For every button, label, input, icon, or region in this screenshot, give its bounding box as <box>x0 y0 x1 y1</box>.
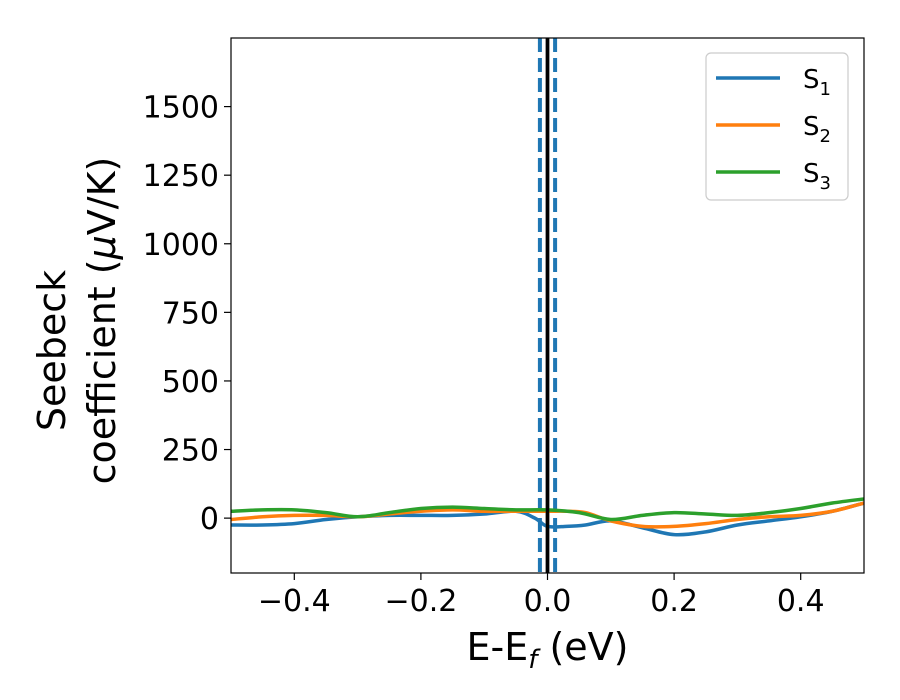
x-tick-label: 0.2 <box>650 584 698 619</box>
legend-label-s2: S2 <box>803 112 831 147</box>
y-tick-label: 500 <box>162 365 219 400</box>
y-axis-ticks: 0 250 500 750 1000 1250 1500 <box>143 91 231 537</box>
legend-label-s1: S1 <box>803 65 831 100</box>
y-axis-label-line2-main: coefficient ( <box>80 259 124 484</box>
legend-label-s3: S3 <box>803 159 831 194</box>
y-tick-label: 1000 <box>143 228 219 263</box>
x-tick-label: −0.4 <box>258 584 331 619</box>
x-tick-label: 0.4 <box>777 584 825 619</box>
y-tick-label: 1250 <box>143 159 219 194</box>
x-tick-label: 0.0 <box>524 584 572 619</box>
y-axis-label-unit: V/K) <box>80 157 124 236</box>
series-layer <box>231 38 864 573</box>
x-axis-label-main: E-E <box>467 625 529 669</box>
y-tick-label: 250 <box>162 434 219 469</box>
y-axis-label-mu: μ <box>80 235 124 260</box>
x-axis-label-unit: (eV) <box>537 625 628 669</box>
y-axis-label-line2: coefficient (μV/K) <box>80 157 124 485</box>
x-tick-label: −0.2 <box>384 584 457 619</box>
y-tick-label: 750 <box>162 296 219 331</box>
x-axis-label: E-Ef (eV) <box>467 625 629 675</box>
x-axis-ticks: −0.4 −0.2 0.0 0.2 0.4 <box>258 573 825 619</box>
legend: S1 S2 S3 <box>705 52 849 201</box>
y-axis-label-line1: Seebeck <box>30 270 74 431</box>
y-axis-label: Seebeck coefficient (μV/K) <box>30 157 124 485</box>
y-tick-label: 0 <box>200 502 219 537</box>
y-tick-label: 1500 <box>143 91 219 126</box>
